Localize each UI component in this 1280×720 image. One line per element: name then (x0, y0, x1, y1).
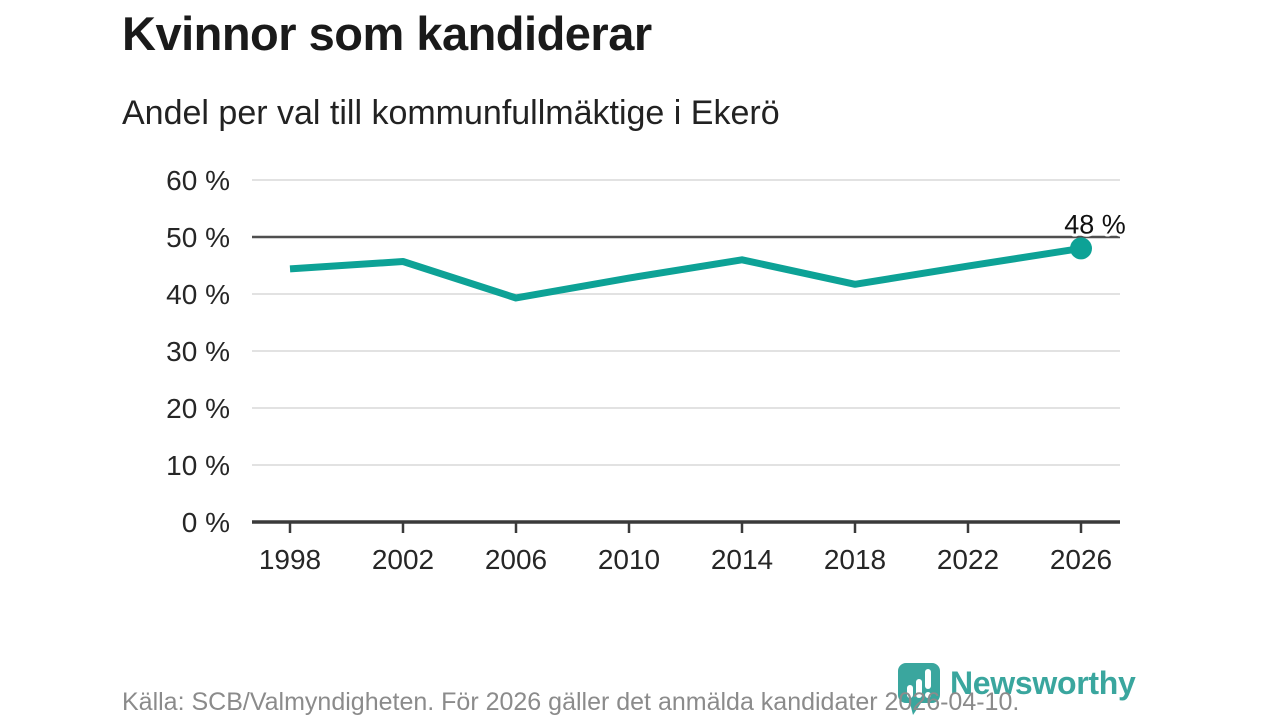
newsworthy-logo: Newsworthy (898, 663, 1136, 715)
x-axis-tick-label: 1998 (259, 544, 321, 575)
source-text: Källa: SCB/Valmyndigheten. För 2026 gäll… (122, 688, 1020, 716)
x-axis-tick-label: 2022 (937, 544, 999, 575)
y-axis-tick-label: 20 % (166, 393, 230, 424)
y-axis-tick-label: 50 % (166, 222, 230, 253)
x-axis-tick-label: 2002 (372, 544, 434, 575)
x-axis-tick-label: 2010 (598, 544, 660, 575)
chart-title: Kvinnor som kandiderar (122, 7, 652, 60)
x-axis-tick-label: 2014 (711, 544, 773, 575)
trend-line (289, 244, 1082, 302)
y-axis-tick-label: 0 % (182, 507, 230, 538)
x-axis-tick-label: 2018 (824, 544, 886, 575)
newsworthy-wordmark: Newsworthy (950, 665, 1136, 701)
last-point-marker (1070, 237, 1092, 260)
line-chart: 0 % 10 % 20 % 30 % 40 % 50 % 60 % 1998 2002 2006 2… (140, 160, 1150, 590)
line-chart-canvas: 0 % 10 % 20 % 30 % 40 % 50 % 60 % 1998 2002 2006 2… (166, 165, 1129, 575)
y-axis-tick-label: 40 % (166, 279, 230, 310)
newsworthy-marker-icon (898, 663, 940, 715)
y-axis-tick-label: 10 % (166, 450, 230, 481)
x-axis-tick-label: 2006 (485, 544, 547, 575)
y-axis-tick-label: 60 % (166, 165, 230, 196)
last-point-label: 48 % (1064, 209, 1126, 239)
chart-subtitle: Andel per val till kommunfullmäktige i E… (122, 94, 780, 132)
x-axis-tick-label: 2026 (1050, 544, 1112, 575)
y-axis-tick-label: 30 % (166, 336, 230, 367)
